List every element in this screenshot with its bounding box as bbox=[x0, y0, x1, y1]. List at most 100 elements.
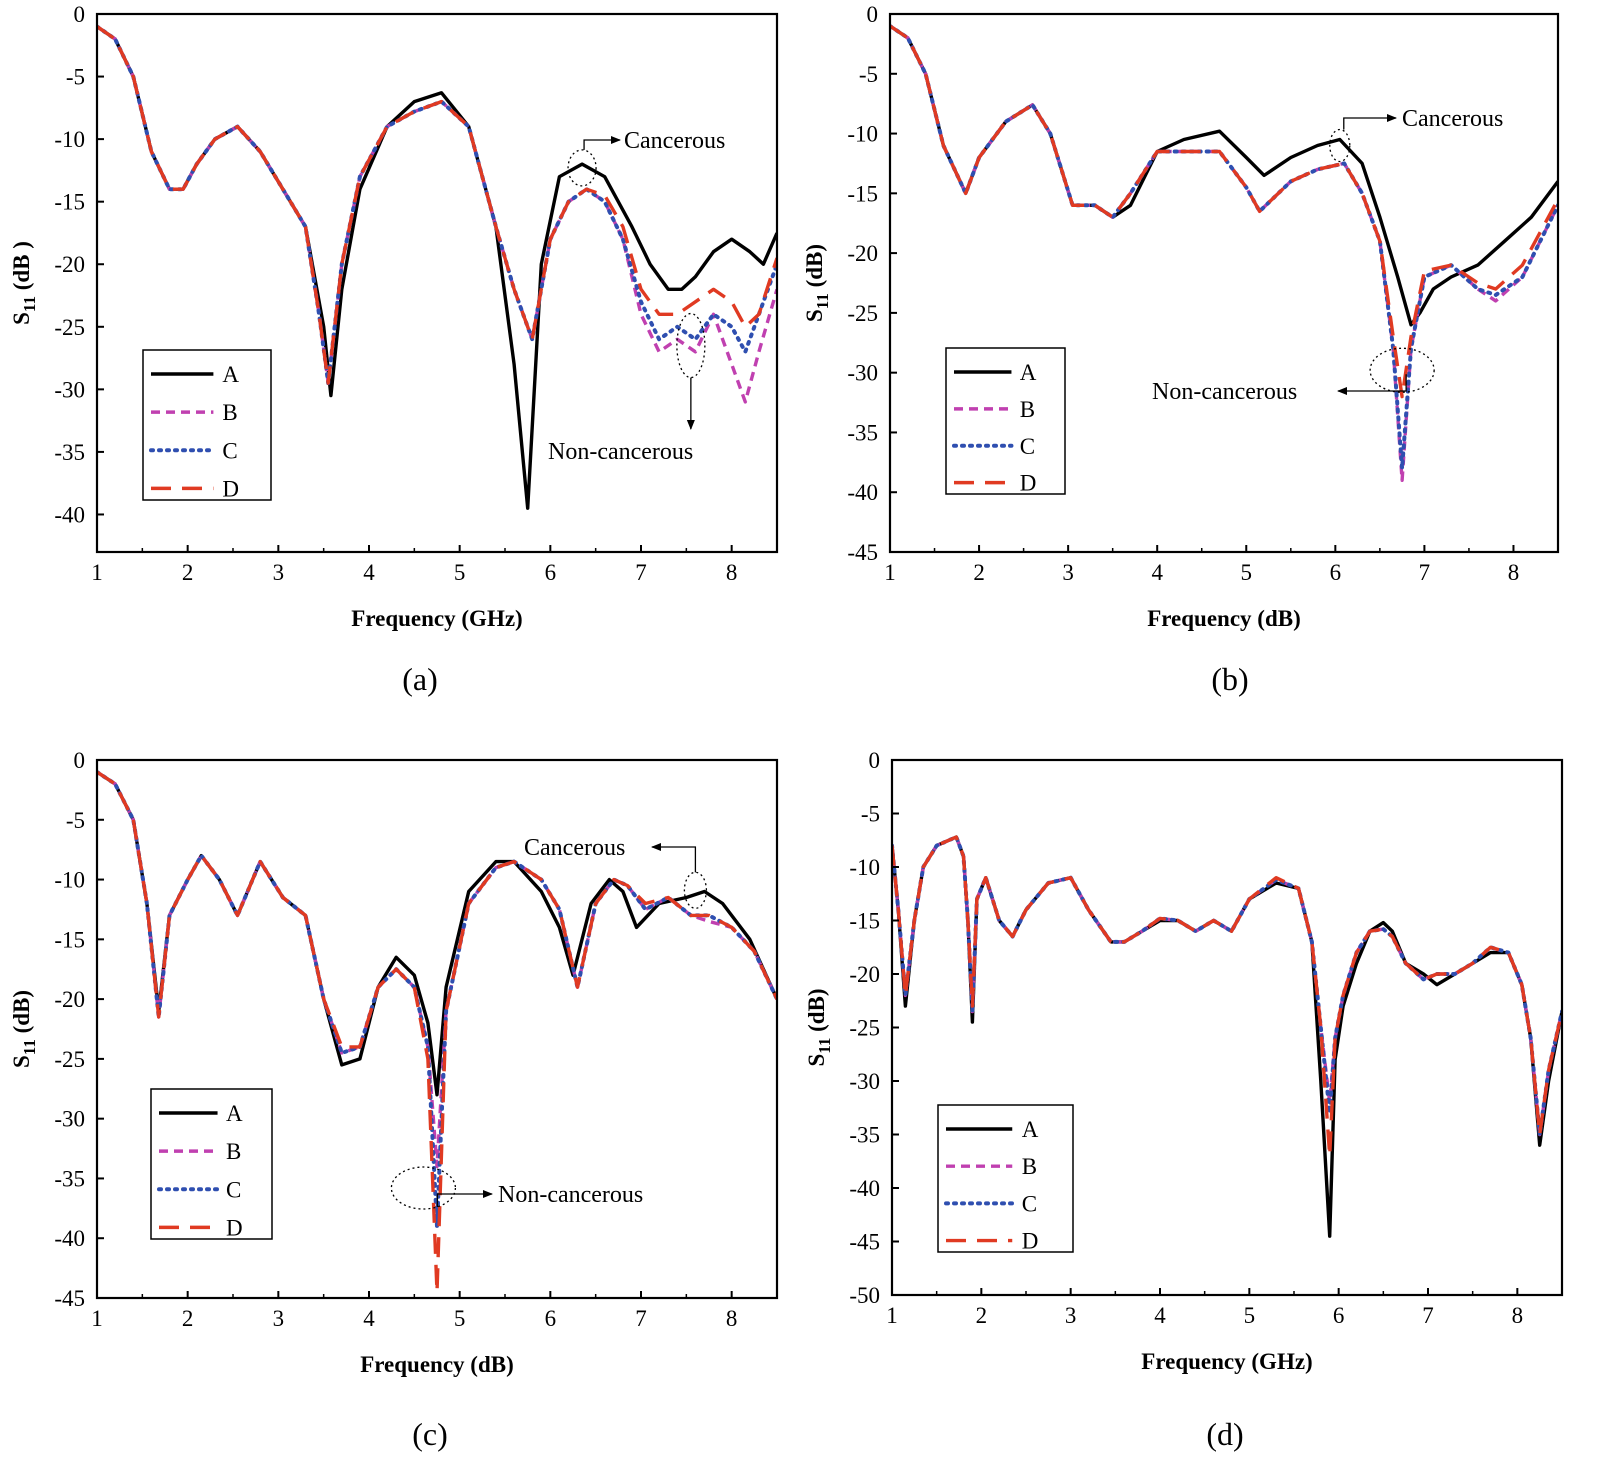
legend-label-D: D bbox=[226, 1215, 243, 1240]
x-tick-label: 2 bbox=[182, 1306, 194, 1331]
y-tick-label: -15 bbox=[54, 927, 85, 952]
annotation-ellipse bbox=[676, 312, 706, 379]
y-tick-label: -45 bbox=[849, 1230, 880, 1255]
series-C-line bbox=[97, 24, 777, 386]
x-tick-label: 6 bbox=[545, 1306, 557, 1331]
y-tick-label: -15 bbox=[847, 181, 878, 206]
legend-label-C: C bbox=[222, 438, 237, 463]
x-tick-label: 3 bbox=[1062, 560, 1074, 585]
x-tick-label: 8 bbox=[1508, 560, 1520, 585]
x-tick-label: 6 bbox=[545, 560, 557, 585]
y-tick-label: -35 bbox=[849, 1123, 880, 1148]
x-tick-label: 3 bbox=[273, 1306, 285, 1331]
annotation-text: Cancerous bbox=[1402, 106, 1503, 132]
annotation-text: Non-cancerous bbox=[1152, 379, 1297, 405]
x-tick-label: 1 bbox=[91, 1306, 103, 1331]
legend-label-D: D bbox=[1022, 1229, 1039, 1254]
legend-label-A: A bbox=[1020, 360, 1037, 385]
series-C-line bbox=[892, 835, 1562, 1137]
x-tick-label: 5 bbox=[454, 560, 466, 585]
legend-label-C: C bbox=[1020, 434, 1035, 459]
panel-a: 1 2 3 4 5 6 7 8 0 -5 -10 -15 -20 -25 -30 -35 -40 Frequenc… bbox=[9, 2, 779, 697]
x-tick-label: 7 bbox=[635, 560, 647, 585]
annotation-ellipse bbox=[1369, 347, 1435, 393]
x-tick-label: 1 bbox=[884, 560, 896, 585]
y-tick-label: -5 bbox=[66, 808, 85, 833]
y-tick-label: -35 bbox=[847, 420, 878, 445]
series-A-line bbox=[890, 24, 1558, 327]
legend-label-B: B bbox=[222, 400, 237, 425]
annotation-arrow bbox=[1337, 374, 1407, 395]
series-D-line bbox=[97, 770, 777, 1294]
y-tick-label: -10 bbox=[54, 868, 85, 893]
legend-box bbox=[945, 347, 1066, 495]
x-tick-label: 3 bbox=[1065, 1303, 1077, 1328]
panel-label: (d) bbox=[1206, 1416, 1243, 1452]
legend-label-B: B bbox=[226, 1139, 241, 1164]
plot-frame bbox=[95, 12, 779, 554]
y-tick-label: -40 bbox=[849, 1176, 880, 1201]
annotation-arrow bbox=[583, 136, 621, 150]
x-tick-label: 2 bbox=[182, 560, 194, 585]
y-tick-label: -20 bbox=[54, 987, 85, 1012]
x-tick-label: 6 bbox=[1333, 1303, 1345, 1328]
legend-label-D: D bbox=[1020, 471, 1037, 496]
x-tick-label: 8 bbox=[726, 560, 738, 585]
annotation-cancerous: Cancerous bbox=[1329, 106, 1503, 163]
y-tick-label: -5 bbox=[859, 62, 878, 87]
panel-label: (c) bbox=[412, 1416, 448, 1452]
y-tick-label: 0 bbox=[867, 2, 879, 27]
annotation-ellipse bbox=[683, 871, 708, 909]
x-tick-label: 5 bbox=[1244, 1303, 1256, 1328]
series-A-line bbox=[97, 770, 777, 1097]
annotation-non-cancerous: Non-cancerous bbox=[390, 1166, 643, 1210]
y-tick-label: -25 bbox=[54, 1047, 85, 1072]
y-tick-label: 0 bbox=[869, 748, 881, 773]
x-axis-title: Frequency (GHz) bbox=[351, 606, 522, 631]
annotation-text: Cancerous bbox=[524, 835, 625, 861]
series-B-line bbox=[97, 25, 777, 404]
y-tick-label: -10 bbox=[54, 127, 85, 152]
x-tick-label: 4 bbox=[1151, 560, 1163, 585]
annotation-text: Cancerous bbox=[624, 128, 725, 154]
x-tick-label: 4 bbox=[363, 1306, 375, 1331]
legend-label-A: A bbox=[222, 362, 239, 387]
y-tick-label: -40 bbox=[54, 502, 85, 527]
y-tick-label: 0 bbox=[74, 748, 86, 773]
annotation-ellipse bbox=[390, 1166, 457, 1210]
annotation-ellipse bbox=[567, 149, 597, 187]
annotation-non-cancerous: Non-cancerous bbox=[548, 312, 706, 465]
x-axis-title: Frequency (dB) bbox=[360, 1352, 514, 1377]
y-tick-label: -5 bbox=[66, 65, 85, 90]
x-tick-label: 6 bbox=[1330, 560, 1342, 585]
legend-box bbox=[937, 1104, 1074, 1253]
legend-label-D: D bbox=[222, 476, 239, 501]
annotation-text: Non-cancerous bbox=[548, 439, 693, 465]
y-tick-label: -50 bbox=[849, 1283, 880, 1308]
x-tick-label: 5 bbox=[454, 1306, 466, 1331]
x-tick-label: 7 bbox=[635, 1306, 647, 1331]
series-D-line bbox=[97, 25, 777, 385]
panel-label: (a) bbox=[402, 661, 438, 697]
y-tick-label: 0 bbox=[74, 2, 86, 27]
panel-label: (b) bbox=[1211, 661, 1248, 697]
x-tick-label: 5 bbox=[1241, 560, 1253, 585]
plot-frame bbox=[95, 758, 779, 1300]
x-tick-label: 2 bbox=[976, 1303, 988, 1328]
y-axis-title: S11 (dB) bbox=[802, 244, 832, 322]
y-tick-label: -15 bbox=[849, 909, 880, 934]
x-tick-label: 8 bbox=[726, 1306, 738, 1331]
y-tick-label: -25 bbox=[847, 301, 878, 326]
x-tick-label: 1 bbox=[91, 560, 103, 585]
y-tick-label: -10 bbox=[847, 122, 878, 147]
series-B-line bbox=[892, 835, 1562, 1137]
y-axis-title: S11 (dB ) bbox=[9, 241, 39, 325]
annotation-cancerous: Cancerous bbox=[524, 835, 708, 909]
y-tick-label: -30 bbox=[54, 377, 85, 402]
legend-label-C: C bbox=[1022, 1191, 1037, 1216]
y-tick-label: -35 bbox=[54, 440, 85, 465]
panel-c: 1 2 3 4 5 6 7 8 0 -5 -10 -15 -20 -25 -30 -35 -40 -45 Frequ… bbox=[9, 748, 779, 1452]
y-tick-label: -30 bbox=[849, 1069, 880, 1094]
